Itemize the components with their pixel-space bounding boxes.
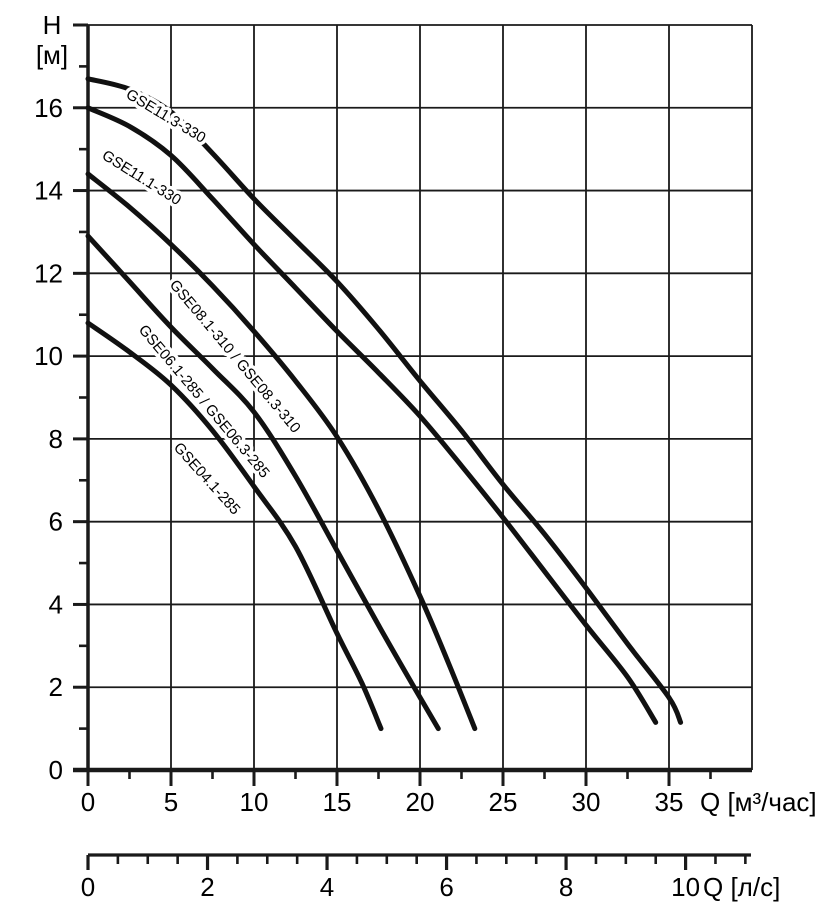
x-tick-label: 15 xyxy=(323,787,352,817)
grid xyxy=(88,24,753,770)
y-tick-label: 10 xyxy=(34,341,63,371)
y-axis-unit: [м] xyxy=(36,40,68,70)
y-tick-label: 14 xyxy=(34,176,63,206)
y-tick-label: 2 xyxy=(49,672,63,702)
x2-tick-label: 8 xyxy=(559,872,573,902)
pump-curve-GSE11.1-330 xyxy=(85,105,659,725)
x2-axis-title: Q [л/с] xyxy=(703,872,780,902)
axes xyxy=(73,25,752,773)
x-tick-label: 0 xyxy=(81,787,95,817)
x2-tick-label: 4 xyxy=(320,872,334,902)
x-axis-title: Q [м³/час] xyxy=(700,787,817,817)
curve-label: GSE11.3-330 xyxy=(123,86,209,147)
secondary-x-axis: 0 2 4 6 8 10 Q [л/с] xyxy=(81,853,780,902)
y-tick-label: 12 xyxy=(34,258,63,288)
x-tick-label: 30 xyxy=(572,787,601,817)
pump-curve-GSE06.1-285 xyxy=(85,233,441,732)
y-tick-label: 4 xyxy=(49,589,63,619)
x-axis-ticks: 0 5 10 15 20 25 30 35 Q [м³/час] xyxy=(81,770,817,817)
pump-curve-GSE04.1-285 xyxy=(85,320,384,732)
pump-curve-GSE08.1-310 xyxy=(85,171,478,732)
pump-curve-GSE11.3-330 xyxy=(85,76,684,725)
x-tick-label: 10 xyxy=(240,787,269,817)
x2-tick-label: 6 xyxy=(439,872,453,902)
y-axis-caption: H[м] xyxy=(36,10,68,70)
pump-curves xyxy=(85,76,684,732)
y-axis-ticks: 0 2 4 6 8 10 12 14 16 xyxy=(34,23,88,785)
x-tick-label: 20 xyxy=(406,787,435,817)
x2-tick-label: 2 xyxy=(200,872,214,902)
y-axis-title: H xyxy=(43,10,62,40)
x-tick-label: 5 xyxy=(164,787,178,817)
x2-tick-label: 10 xyxy=(671,872,700,902)
curve-label: GSE06.1-285 / GSE06.3-285 xyxy=(135,322,273,482)
y-tick-label: 0 xyxy=(49,755,63,785)
x2-tick-label: 0 xyxy=(81,872,95,902)
x-tick-label: 35 xyxy=(655,787,684,817)
x-tick-label: 25 xyxy=(489,787,518,817)
y-tick-label: 8 xyxy=(49,424,63,454)
y-tick-label: 6 xyxy=(49,507,63,537)
y-tick-label: 16 xyxy=(34,93,63,123)
curve-label: GSE04.1-285 xyxy=(170,439,243,518)
